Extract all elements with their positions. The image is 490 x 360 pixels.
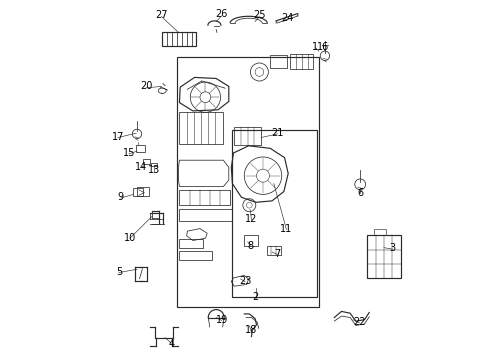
Text: 25: 25: [253, 10, 266, 20]
Text: 16: 16: [318, 42, 330, 52]
Bar: [179, 209, 232, 221]
Bar: [374, 229, 387, 235]
Bar: [267, 246, 281, 255]
Text: 2: 2: [253, 292, 259, 302]
Text: 8: 8: [247, 240, 253, 251]
Text: 12: 12: [245, 214, 258, 224]
Text: 6: 6: [357, 188, 363, 198]
Text: 13: 13: [148, 165, 160, 175]
Bar: [179, 112, 222, 144]
Text: 23: 23: [239, 276, 251, 286]
Bar: [290, 54, 314, 69]
Bar: [137, 187, 148, 196]
Text: 4: 4: [168, 339, 174, 349]
Text: 5: 5: [116, 267, 122, 277]
Bar: [232, 130, 317, 297]
Text: 15: 15: [123, 148, 135, 158]
Text: 11: 11: [280, 224, 293, 234]
Text: 7: 7: [274, 249, 280, 259]
Text: 17: 17: [112, 132, 124, 142]
Bar: [151, 163, 157, 166]
Text: 19: 19: [216, 315, 228, 325]
Text: 22: 22: [353, 317, 366, 327]
Bar: [179, 239, 203, 248]
Text: 10: 10: [123, 233, 136, 243]
Text: 3: 3: [390, 243, 395, 253]
Bar: [162, 32, 196, 46]
Text: 1: 1: [312, 42, 318, 52]
Text: 21: 21: [271, 128, 284, 138]
Bar: [244, 235, 258, 246]
Text: 26: 26: [216, 9, 228, 19]
Text: 20: 20: [140, 81, 152, 91]
Bar: [179, 251, 212, 260]
Bar: [368, 235, 400, 278]
Bar: [179, 190, 230, 205]
Bar: [270, 55, 288, 68]
Bar: [133, 188, 144, 196]
Bar: [144, 159, 150, 164]
Text: 27: 27: [155, 10, 168, 20]
Bar: [234, 127, 261, 145]
Bar: [136, 145, 145, 152]
Text: 9: 9: [118, 192, 124, 202]
Text: 24: 24: [281, 13, 294, 23]
Text: 14: 14: [134, 162, 147, 172]
Bar: [176, 57, 319, 307]
Text: 18: 18: [245, 325, 258, 336]
